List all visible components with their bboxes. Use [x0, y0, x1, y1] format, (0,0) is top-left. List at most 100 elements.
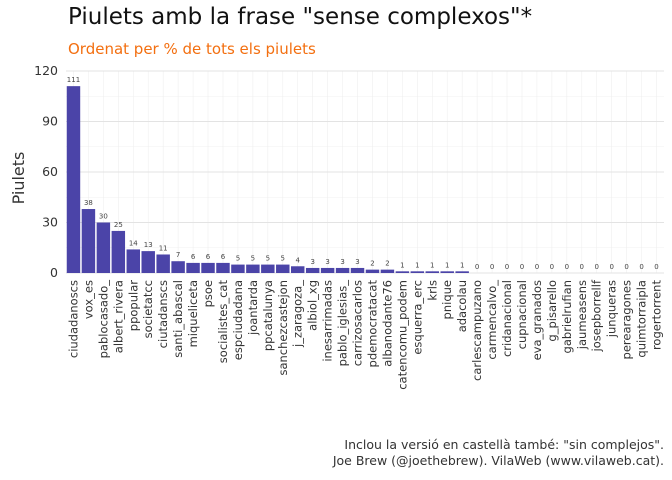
data-label: 0 — [624, 263, 628, 271]
x-tick-label: albert_rivera — [111, 280, 125, 353]
x-tick-label: cupnacional — [515, 280, 529, 349]
data-label: 0 — [475, 263, 479, 271]
x-tick-label: ciutadanscs — [156, 280, 170, 348]
data-label: 5 — [266, 255, 270, 263]
y-tick-label: 30 — [42, 215, 58, 230]
x-tick-label: perearagones — [620, 280, 634, 359]
data-label: 2 — [385, 260, 389, 268]
data-label: 5 — [251, 255, 255, 263]
data-label: 0 — [565, 263, 569, 271]
x-tick-label: albanodante76 — [380, 280, 394, 367]
data-label: 3 — [355, 258, 359, 266]
x-tick-label: j_zaragoza_ — [291, 280, 305, 348]
x-tick-label: gabrielrufian — [560, 280, 574, 353]
bar-ciutadanscs — [156, 254, 170, 273]
data-label: 2 — [370, 260, 374, 268]
bar-carrizosacarlos — [350, 267, 365, 273]
data-label: 7 — [176, 251, 180, 259]
data-label: 1 — [445, 261, 449, 269]
x-tick-label: sanchezcastejon — [276, 280, 290, 376]
data-label: 1 — [400, 261, 404, 269]
x-tick-label: rogertorrent — [650, 280, 664, 351]
x-tick-label: adacolau — [455, 280, 469, 332]
data-label: 0 — [609, 263, 613, 271]
data-label: 25 — [114, 221, 123, 229]
data-label: 4 — [295, 256, 300, 264]
data-label: 6 — [191, 253, 196, 261]
data-label: 5 — [236, 255, 240, 263]
x-tick-label: quimtorraipla — [635, 280, 649, 358]
y-tick-label: 120 — [34, 63, 58, 78]
data-label: 0 — [520, 263, 524, 271]
x-tick-label: ppopular — [126, 280, 140, 331]
y-tick-label: 90 — [42, 114, 58, 129]
bar-krls — [425, 271, 440, 273]
data-label: 0 — [550, 263, 554, 271]
bar-sanchezcastejon — [276, 264, 290, 273]
bar-ppopular — [126, 249, 141, 273]
data-label: 1 — [415, 261, 419, 269]
bar-santi_abascal — [171, 261, 185, 273]
bar-pablo_iglesias_ — [335, 267, 350, 273]
data-label: 0 — [580, 263, 584, 271]
chart-title: Piulets amb la frase "sense complexos"* — [68, 4, 533, 30]
bar-psoe — [201, 262, 215, 273]
x-tick-label: jaumeasens — [575, 280, 589, 350]
bar-pnique — [440, 271, 454, 273]
data-label: 0 — [505, 263, 509, 271]
data-label: 3 — [310, 258, 314, 266]
chart-subtitle: Ordenat per % de tots els piulets — [68, 40, 316, 58]
x-tick-label: josepborrellf — [590, 279, 604, 352]
x-tick-label: krls — [425, 280, 439, 301]
x-tick-label: pnique — [440, 280, 454, 319]
x-tick-label: ppcatalunya — [261, 280, 275, 351]
data-label: 3 — [325, 258, 329, 266]
x-tick-label: espciudadana — [231, 280, 245, 360]
x-axis-ticks: ciudadanoscs vox_es pablocasado_ albert_riv… — [66, 279, 663, 390]
x-tick-label: pablo_iglesias_ — [336, 280, 350, 367]
data-label: 5 — [281, 255, 285, 263]
bar-pdemocratacat — [365, 269, 380, 273]
bar-socialistes_cat — [216, 262, 230, 273]
data-label: 6 — [206, 253, 211, 261]
bar-societatcc — [141, 251, 155, 273]
bar-miqueliceta — [186, 262, 200, 273]
x-tick-label: cridanacional — [500, 280, 514, 357]
x-tick-label: socialistes_cat — [216, 280, 230, 364]
x-tick-label: g_pisarello — [545, 280, 559, 342]
x-tick-label: societatcc — [141, 280, 155, 338]
data-label: 38 — [84, 199, 93, 207]
caption-credit: Joe Brew (@joethebrew). VilaWeb (www.vil… — [332, 453, 664, 468]
data-label: 1 — [430, 261, 434, 269]
data-label: 3 — [340, 258, 344, 266]
caption-note: Inclou la versió en castellà també: "sin… — [344, 437, 664, 452]
data-label: 0 — [639, 263, 643, 271]
bar-espciudadana — [231, 264, 245, 273]
data-label: 14 — [129, 239, 138, 247]
x-tick-label: inesarrimadas — [321, 280, 335, 362]
x-tick-label: ciudadanoscs — [66, 280, 80, 358]
data-label: 6 — [221, 253, 226, 261]
x-tick-label: miqueliceta — [186, 280, 200, 347]
bar-esquerra_erc — [410, 271, 425, 273]
x-tick-label: junqueras — [605, 280, 619, 338]
data-label: 0 — [535, 263, 539, 271]
bar-albanodante76 — [380, 269, 395, 273]
bar-catencomu_podem — [395, 271, 410, 273]
data-label: 0 — [594, 263, 598, 271]
x-tick-label: eva_granados — [530, 280, 544, 360]
bar-albiol_xg — [305, 267, 320, 273]
bar-adacolau — [455, 271, 469, 273]
x-tick-label: carmencalvo_ — [485, 280, 499, 360]
y-axis-label: Piulets — [9, 152, 28, 205]
y-axis-ticks: 0 30 60 90 120 — [34, 63, 58, 280]
bar-inesarrimadas — [320, 267, 335, 273]
x-tick-label: joantarda — [246, 280, 260, 336]
x-tick-label: pablocasado_ — [96, 280, 110, 359]
x-tick-label: vox_es — [81, 280, 95, 319]
x-tick-label: carlescampuzano — [470, 280, 484, 381]
data-label: 0 — [490, 263, 494, 271]
bar-vox_es — [81, 209, 96, 273]
